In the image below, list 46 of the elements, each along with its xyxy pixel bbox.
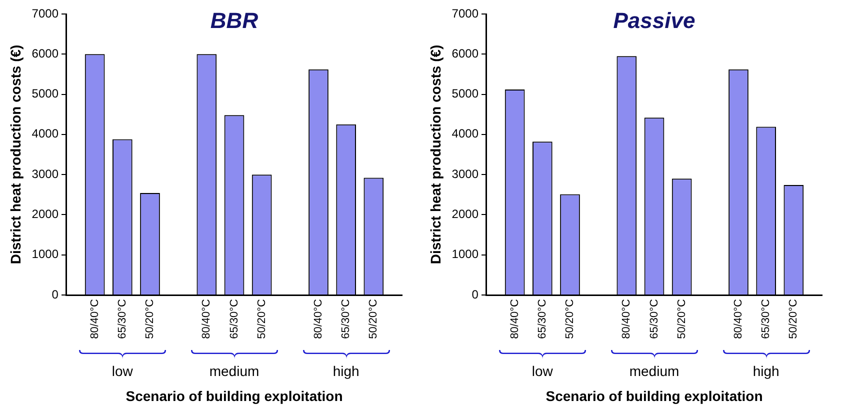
y-tick-label: 5000 (32, 86, 59, 101)
text: 80/40°C (312, 299, 325, 339)
text: 50/20°C (676, 299, 688, 339)
text: 65/30°C (340, 299, 352, 339)
chart-title: Passive (613, 8, 696, 34)
y-tick-label: 4000 (32, 126, 59, 141)
x-tick-label: high (332, 362, 360, 379)
y-axis-title: District heat production costs (€) (427, 44, 444, 264)
text: 65/30°C (536, 298, 548, 339)
y-tick-label: 6000 (32, 46, 59, 60)
chart-title: BBR (210, 8, 258, 34)
text: 80/40°C (200, 299, 213, 339)
y-tick-label: 7000 (32, 6, 59, 20)
y-axis-title: District heat production costs (€) (7, 44, 24, 264)
text: 65/30°C (760, 299, 772, 339)
text: 50/20°C (256, 299, 268, 339)
x-tick-label: low (112, 362, 134, 379)
text: 50/20°C (144, 298, 156, 339)
x-axis-title: Scenario of building exploitation (546, 388, 763, 404)
y-tick-label: 1000 (32, 247, 59, 262)
text: 65/30°C (116, 298, 128, 339)
y-tick-label: 3000 (452, 166, 479, 181)
y-tick-label: 6000 (452, 46, 479, 60)
y-tick-label: 1000 (452, 247, 479, 262)
y-tick-label: 0 (472, 287, 479, 302)
x-tick-label: low (532, 362, 554, 379)
y-tick-label: 3000 (32, 166, 59, 181)
text: 65/30°C (228, 299, 240, 339)
y-tick-label: 0 (52, 287, 59, 302)
x-tick-label: medium (629, 362, 680, 379)
y-tick-label: 2000 (452, 207, 479, 222)
text: 80/40°C (88, 298, 101, 339)
text: 80/40°C (508, 298, 521, 339)
x-tick-label: high (752, 362, 780, 379)
x-tick-label: medium (209, 362, 260, 379)
y-tick-label: 2000 (32, 207, 59, 222)
text: 80/40°C (732, 299, 745, 339)
x-axis-title: Scenario of building exploitation (126, 388, 343, 404)
y-tick-label: 4000 (452, 126, 479, 141)
text: 65/30°C (648, 299, 660, 339)
text: 50/20°C (368, 299, 380, 339)
text: 80/40°C (620, 299, 633, 339)
y-tick-label: 7000 (452, 6, 479, 20)
text: 50/20°C (564, 298, 576, 339)
y-tick-label: 5000 (452, 86, 479, 101)
text: 50/20°C (788, 299, 800, 339)
